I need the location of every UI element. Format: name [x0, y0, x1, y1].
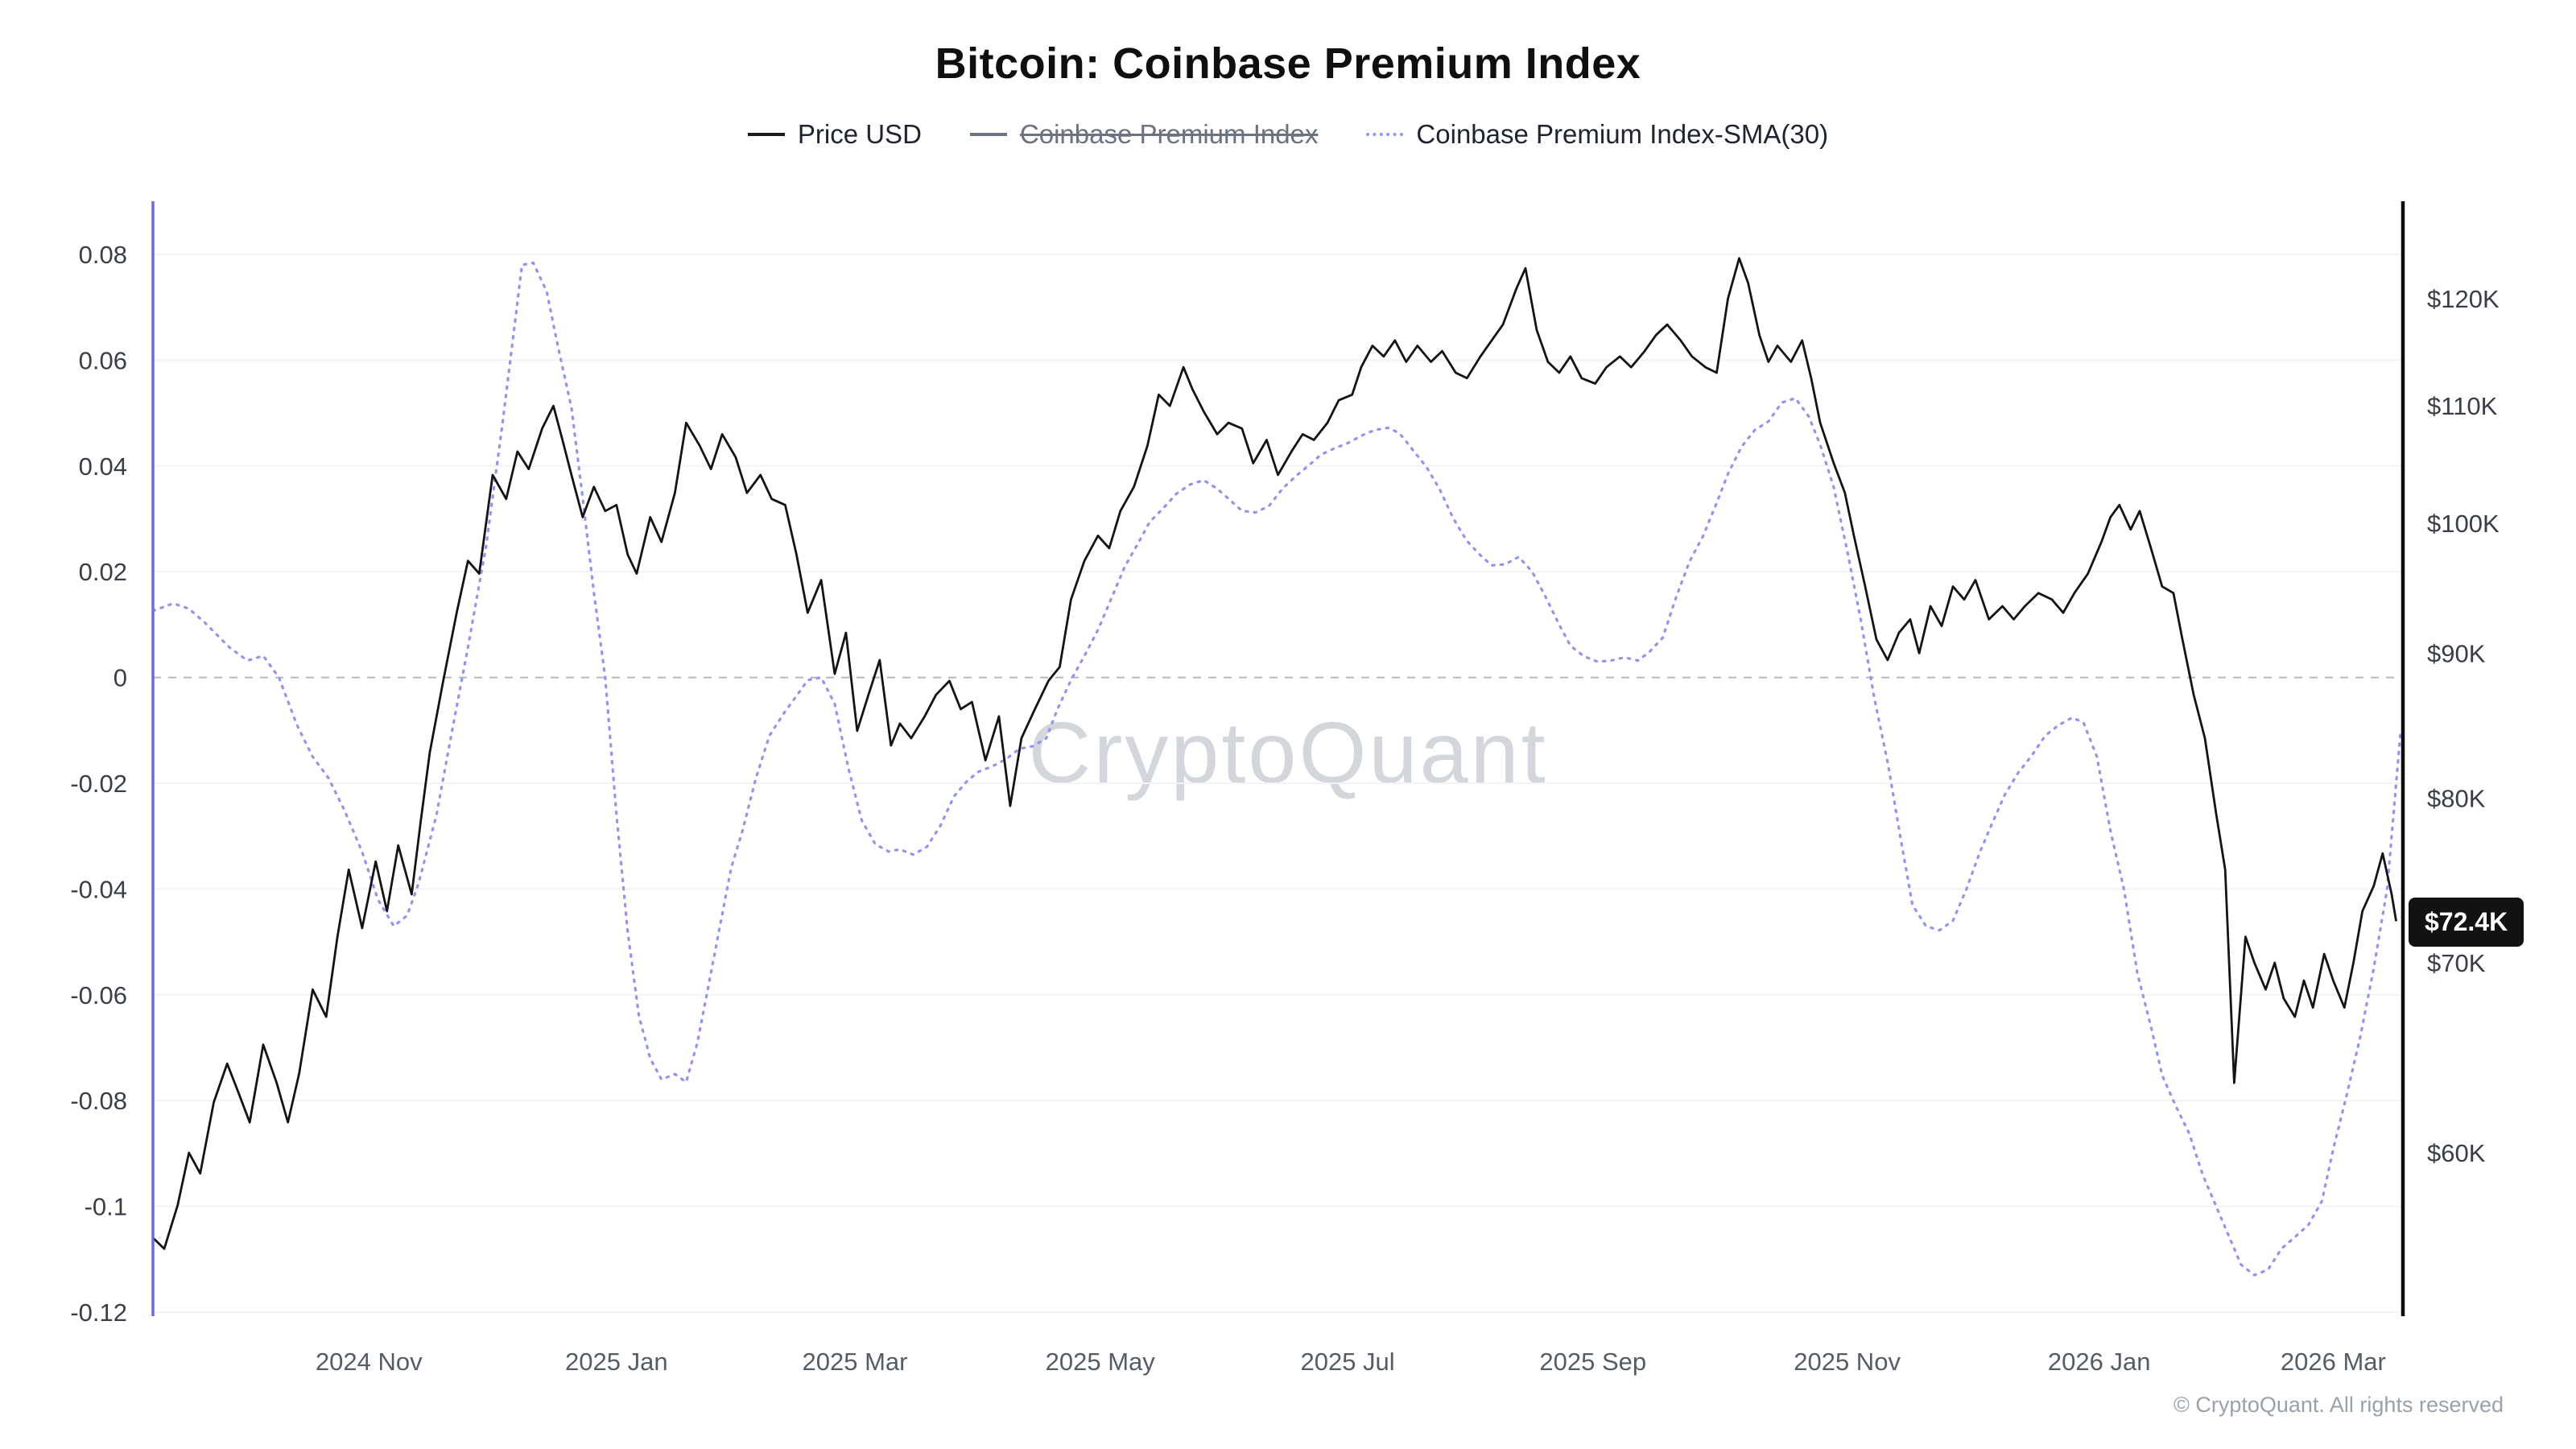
legend-item-coinbase-premium-index[interactable]: Coinbase Premium Index — [969, 119, 1319, 150]
left-axis-tick-label: 0.06 — [79, 346, 127, 374]
right-axis-tick-label: $60K — [2427, 1139, 2486, 1167]
left-axis-tick-label: -0.1 — [85, 1193, 127, 1221]
legend-item-price-usd[interactable]: Price USD — [747, 119, 922, 150]
right-axis-tick-label: $100K — [2427, 510, 2500, 538]
left-axis-tick-label: 0.04 — [79, 452, 127, 481]
x-axis-tick-label: 2025 Mar — [803, 1348, 908, 1376]
price-line-marker-icon — [747, 133, 785, 136]
right-axis-tick-label: $120K — [2427, 285, 2500, 313]
page-title: Bitcoin: Coinbase Premium Index — [935, 39, 1641, 88]
left-axis-tick-label: -0.06 — [70, 981, 127, 1009]
x-axis-tick-label: 2024 Nov — [316, 1348, 423, 1376]
x-axis-tick-label: 2025 Jan — [565, 1348, 668, 1376]
left-axis-tick-label: -0.08 — [70, 1087, 127, 1115]
premium-index-line-marker-icon — [969, 133, 1007, 136]
left-axis-tick-label: 0.08 — [79, 241, 127, 269]
left-axis-tick-label: 0.02 — [79, 558, 127, 586]
price-series-line — [152, 257, 2397, 1250]
left-axis-tick-label: -0.12 — [70, 1298, 127, 1327]
left-axis-tick-label: -0.04 — [70, 875, 127, 903]
legend-label-price-usd: Price USD — [797, 119, 922, 149]
legend-label-coinbase-premium-index-sma: Coinbase Premium Index-SMA(30) — [1416, 119, 1829, 149]
x-axis-tick-label: 2026 Mar — [2281, 1348, 2386, 1376]
right-axis-tick-label: $80K — [2427, 785, 2486, 813]
x-axis-tick-label: 2025 Nov — [1794, 1348, 1901, 1376]
x-axis-tick-label: 2026 Jan — [2048, 1348, 2151, 1376]
sma-series-line — [151, 261, 2402, 1277]
copyright-footer: © CryptoQuant. All rights reserved — [2173, 1393, 2504, 1417]
right-axis-tick-label: $110K — [2427, 392, 2498, 420]
right-axis-tick-label: $70K — [2427, 949, 2486, 977]
left-axis-tick-label: -0.02 — [70, 770, 127, 798]
x-axis-tick-label: 2025 Sep — [1539, 1348, 1646, 1376]
x-axis-tick-label: 2025 May — [1046, 1348, 1156, 1376]
legend-label-coinbase-premium-index: Coinbase Premium Index — [1019, 119, 1319, 149]
right-axis-tick-label: $90K — [2427, 639, 2486, 667]
chart-legend: Price USD Coinbase Premium Index Coinbas… — [0, 119, 2576, 150]
sma-dotted-line-marker-icon — [1366, 133, 1404, 136]
x-axis-tick-label: 2025 Jul — [1300, 1348, 1394, 1376]
last-price-badge: $72.4K — [2409, 898, 2524, 947]
legend-item-coinbase-premium-index-sma[interactable]: Coinbase Premium Index-SMA(30) — [1366, 119, 1828, 150]
left-axis-tick-label: 0 — [114, 664, 127, 692]
